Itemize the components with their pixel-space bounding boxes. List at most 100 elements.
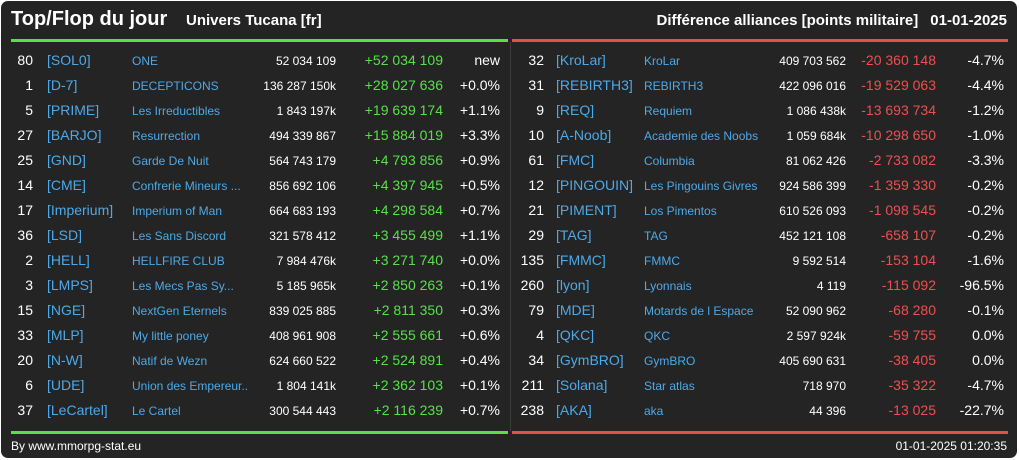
alliance-points: 300 544 443 — [269, 404, 336, 418]
list-item: 3 [LMPS] Les Mecs Pas Sy... 5 185 965k +2 85… — [11, 273, 508, 298]
alliance-name-link[interactable]: Le Cartel — [132, 404, 181, 418]
alliance-tag-link[interactable]: [GymBRO] — [556, 352, 624, 368]
alliance-tag-link[interactable]: [AKA] — [556, 402, 592, 418]
list-item: 61 [FMC] Columbia 81 062 426 -2 733 082 -3.3% — [512, 148, 1008, 173]
points-difference: -38 405 — [888, 352, 936, 368]
alliance-tag-link[interactable]: [PRIME] — [47, 102, 100, 118]
alliance-tag-link[interactable]: [UDE] — [47, 377, 85, 393]
alliance-name-link[interactable]: Garde De Nuit — [132, 154, 209, 168]
alliance-name-link[interactable]: aka — [644, 404, 664, 418]
points-difference: -115 092 — [881, 277, 936, 293]
alliance-tag-link[interactable]: [TAG] — [556, 227, 592, 243]
list-item: 36 [LSD] Les Sans Discord 321 578 412 +3 455… — [11, 223, 508, 248]
alliance-name-link[interactable]: Les Sans Discord — [132, 229, 227, 243]
header: Top/Flop du jour Univers Tucana [fr] Dif… — [1, 1, 1017, 41]
alliance-tag-link[interactable]: [REBIRTH3] — [556, 77, 633, 93]
alliance-points: 1 086 438k — [786, 104, 846, 118]
alliance-name-link[interactable]: TAG — [644, 229, 668, 243]
alliance-tag-link[interactable]: [SOL0] — [47, 52, 91, 68]
percent-change: +0.6% — [459, 327, 500, 343]
alliance-tag-link[interactable]: [CME] — [47, 177, 86, 193]
points-difference: +4 793 856 — [372, 152, 443, 168]
alliance-name-link[interactable]: REBIRTH3 — [644, 79, 704, 93]
alliance-tag-link[interactable]: [HELL] — [47, 252, 90, 268]
points-difference: -1 359 330 — [869, 177, 936, 193]
alliance-tag-link[interactable]: [Imperium] — [47, 202, 114, 218]
list-item: 15 [NGE] NextGen Eternels 839 025 885 +2 811… — [11, 298, 508, 323]
percent-change: +0.7% — [459, 402, 500, 418]
alliance-tag-link[interactable]: [MDE] — [556, 302, 595, 318]
alliance-tag-link[interactable]: [LeCartel] — [47, 402, 108, 418]
alliance-tag-link[interactable]: [KroLar] — [556, 52, 606, 68]
report-date: 01-01-2025 — [930, 12, 1007, 29]
alliance-points: 81 062 426 — [785, 154, 846, 168]
percent-change: -0.2% — [967, 177, 1004, 193]
alliance-name-link[interactable]: Les Pingouins Givres — [644, 179, 758, 193]
alliance-name-link[interactable]: Les Mecs Pas Sy... — [132, 279, 234, 293]
header-right: Différence alliances [points militaire] 0… — [657, 12, 1007, 29]
points-difference: +2 362 103 — [372, 377, 443, 393]
alliance-name-link[interactable]: GymBRO — [644, 354, 696, 368]
alliance-tag-link[interactable]: [FMC] — [556, 152, 595, 168]
alliance-name-link[interactable]: Union des Empereur... — [132, 379, 247, 393]
alliance-name-link[interactable]: QKC — [644, 329, 671, 343]
alliance-name-link[interactable]: Los Pimentos — [644, 204, 717, 218]
alliance-tag-link[interactable]: [A-Noob] — [556, 127, 612, 143]
footer-timestamp: 01-01-2025 01:20:35 — [895, 439, 1007, 453]
alliance-name-link[interactable]: Academie des Noobs — [644, 129, 759, 143]
alliance-tag-link[interactable]: [N-W] — [47, 352, 83, 368]
alliance-name-link[interactable]: HELLFIRE CLUB — [132, 254, 225, 268]
alliance-tag-link[interactable]: [GND] — [47, 152, 86, 168]
alliance-tag-link[interactable]: [FMMC] — [556, 252, 606, 268]
points-difference: +3 271 740 — [372, 252, 443, 268]
alliance-name-link[interactable]: DECEPTICONS — [132, 79, 219, 93]
top-accent-bar — [11, 39, 508, 42]
points-difference: +52 034 109 — [364, 52, 443, 68]
alliance-name-link[interactable]: Lyonnais — [644, 279, 692, 293]
alliance-tag-link[interactable]: [PIMENT] — [556, 202, 617, 218]
alliance-name-link[interactable]: My little poney — [132, 329, 209, 343]
alliance-name-link[interactable]: KroLar — [644, 54, 681, 68]
percent-change: +0.4% — [459, 352, 500, 368]
points-difference: +15 884 019 — [364, 127, 443, 143]
alliance-rank: 12 — [528, 177, 544, 193]
alliance-name-link[interactable]: Natif de Wezn — [132, 354, 208, 368]
alliance-tag-link[interactable]: [PINGOUIN] — [556, 177, 634, 193]
alliance-tag-link[interactable]: [Solana] — [556, 377, 608, 393]
alliance-tag-link[interactable]: [lyon] — [556, 277, 590, 293]
alliance-name-link[interactable]: Imperium of Man — [132, 204, 223, 218]
alliance-tag-link[interactable]: [QKC] — [556, 327, 595, 343]
alliance-name-link[interactable]: Star atlas — [644, 379, 695, 393]
percent-change: -0.1% — [967, 302, 1004, 318]
alliance-tag-link[interactable]: [LMPS] — [47, 277, 93, 293]
alliance-tag-link[interactable]: [LSD] — [47, 227, 83, 243]
alliance-tag-link[interactable]: [NGE] — [47, 302, 86, 318]
alliance-name-link[interactable]: NextGen Eternels — [132, 304, 227, 318]
alliance-name-link[interactable]: ONE — [132, 54, 159, 68]
alliance-name-link[interactable]: Resurrection — [132, 129, 201, 143]
alliance-points: 718 970 — [802, 379, 846, 393]
list-item: 80 [SOL0] ONE 52 034 109 +52 034 109 new — [11, 48, 508, 73]
alliance-name-link[interactable]: FMMC — [644, 254, 680, 268]
alliance-name-link[interactable]: Les Irreductibles — [132, 104, 221, 118]
alliance-tag-link[interactable]: [D-7] — [47, 77, 78, 93]
alliance-tag-link[interactable]: [BARJO] — [47, 127, 102, 143]
alliance-points: 136 287 150k — [263, 79, 336, 93]
alliance-rank: 33 — [17, 327, 33, 343]
percent-change: -0.2% — [967, 202, 1004, 218]
alliance-name-link[interactable]: Motards de l Espace — [644, 304, 754, 318]
points-difference: +2 811 350 — [373, 302, 443, 318]
alliance-name-link[interactable]: Requiem — [644, 104, 693, 118]
alliance-tag-link[interactable]: [REQ] — [556, 102, 595, 118]
alliance-tag-link[interactable]: [MLP] — [47, 327, 84, 343]
percent-change: -0.2% — [967, 227, 1004, 243]
alliance-points: 408 961 908 — [269, 329, 336, 343]
alliance-rank: 3 — [25, 277, 33, 293]
alliance-name-link[interactable]: Confrerie Mineurs ... — [132, 179, 241, 193]
list-item: 79 [MDE] Motards de l Espace 52 090 962 -68 … — [512, 298, 1008, 323]
subtitle: Différence alliances [points militaire] — [656, 12, 919, 29]
points-difference: -153 104 — [880, 252, 936, 268]
points-difference: -13 025 — [888, 402, 936, 418]
alliance-points: 1 059 684k — [786, 129, 846, 143]
alliance-name-link[interactable]: Columbia — [644, 154, 695, 168]
